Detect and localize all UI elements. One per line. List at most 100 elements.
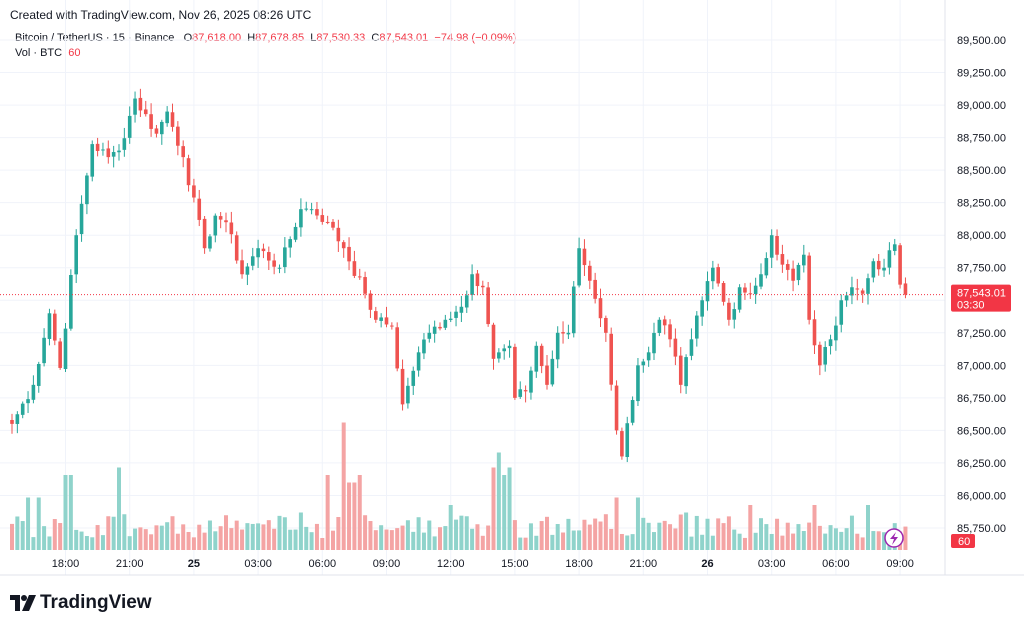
lightning-icon[interactable]	[884, 528, 904, 548]
candle-body	[636, 365, 640, 402]
volume-bar	[266, 520, 271, 550]
candle-body	[10, 419, 14, 424]
candle-body	[250, 256, 255, 266]
candle	[122, 127, 127, 157]
candle	[85, 172, 89, 215]
volume-bar	[357, 475, 362, 550]
candle-body	[234, 235, 239, 261]
volume-bar	[331, 530, 335, 550]
candle	[245, 263, 250, 286]
candle-body	[261, 248, 266, 252]
candle	[818, 341, 822, 376]
volume-label: Vol · BTC	[15, 47, 63, 59]
volume-bar	[384, 529, 389, 550]
volume-bar	[507, 467, 512, 550]
time-tick-label: 15:00	[501, 558, 529, 570]
close-label: C	[371, 32, 380, 44]
high-value: 87,678.85	[255, 32, 305, 44]
candle-body	[347, 246, 351, 262]
candle	[513, 343, 517, 400]
low-value: 87,530.33	[316, 32, 366, 44]
volume-bar	[448, 505, 453, 550]
candle	[866, 273, 870, 305]
candle-body	[502, 348, 506, 352]
candle	[561, 321, 565, 344]
candle-body	[561, 332, 565, 334]
candle	[181, 140, 185, 168]
volume-bar	[625, 535, 630, 550]
volume-bar	[871, 531, 876, 550]
candle-body	[320, 215, 325, 222]
candle	[748, 282, 753, 299]
candle	[855, 278, 860, 301]
volume-value: 60	[68, 47, 81, 59]
candle	[234, 231, 239, 264]
candle	[892, 238, 897, 256]
candle-body	[85, 175, 89, 205]
price-tick-label: 86,250.00	[957, 458, 1006, 470]
volume-bar	[106, 516, 111, 550]
candle	[550, 350, 555, 387]
candle	[636, 358, 640, 407]
candle	[545, 354, 549, 390]
high-label: H	[247, 32, 256, 44]
candle	[588, 260, 592, 290]
candle	[860, 288, 865, 303]
volume-bar	[90, 537, 95, 550]
candle	[609, 327, 613, 391]
candle	[780, 244, 785, 273]
price-tick-label: 87,750.00	[957, 263, 1006, 275]
candle	[812, 310, 817, 354]
candle-body	[336, 227, 341, 242]
candle-body	[357, 276, 362, 278]
candle-body	[138, 97, 143, 111]
candle-body	[646, 352, 651, 361]
candle-body	[186, 158, 191, 186]
candle	[903, 277, 908, 299]
price-tick-label: 88,500.00	[957, 165, 1006, 177]
volume-bar	[866, 505, 870, 550]
volume-bar	[304, 526, 309, 550]
time-tick-label: 25	[188, 558, 200, 570]
candle	[614, 380, 619, 435]
candle	[390, 322, 394, 330]
candle-body	[448, 318, 453, 320]
candle-body	[133, 98, 137, 115]
price-tick-label: 85,750.00	[957, 523, 1006, 535]
candle	[657, 317, 662, 337]
candle-body	[780, 254, 785, 265]
candle	[882, 258, 886, 277]
candle-body	[400, 368, 405, 405]
candle	[459, 296, 464, 323]
candle	[320, 208, 325, 225]
volume-bar	[165, 522, 170, 550]
candle-body	[304, 208, 309, 210]
candle-body	[470, 274, 474, 295]
candle-body	[299, 209, 303, 228]
candle-body	[101, 149, 105, 151]
candle	[111, 145, 116, 168]
candle-body	[363, 277, 367, 294]
candle	[732, 302, 737, 329]
volume-bar	[443, 526, 448, 550]
candle	[261, 243, 266, 259]
candle-body	[577, 248, 581, 286]
candle	[395, 322, 399, 372]
volume-bar	[464, 516, 469, 550]
candle	[802, 244, 806, 273]
candle	[791, 260, 795, 292]
candle	[454, 305, 458, 327]
candle-body	[753, 285, 758, 295]
candle	[470, 264, 474, 301]
candle	[374, 306, 378, 323]
volume-bar	[491, 467, 496, 550]
candle-body	[192, 185, 196, 198]
volume-bar	[26, 497, 31, 550]
candle-body	[36, 363, 41, 386]
volume-bar	[759, 518, 763, 550]
candle-body	[518, 389, 523, 397]
candle	[823, 341, 827, 372]
candle-body	[165, 111, 169, 124]
candle	[411, 366, 416, 395]
